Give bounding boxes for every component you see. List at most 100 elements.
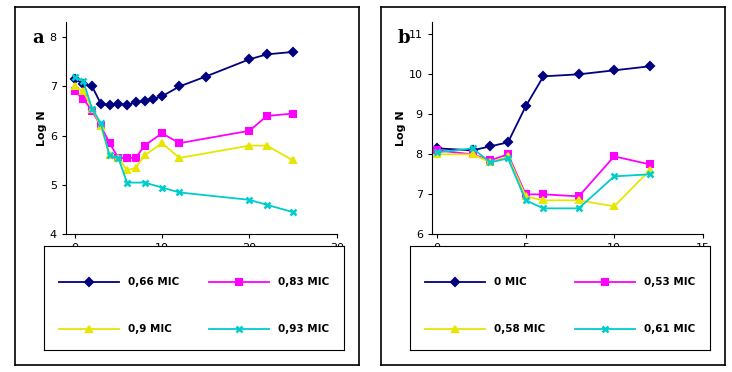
Text: a: a <box>32 29 43 47</box>
Line: 0,83 MIC: 0,83 MIC <box>72 89 296 161</box>
0,58 MIC <box>468 152 477 157</box>
0,93 MIC <box>105 153 114 158</box>
Line: 0,53 MIC: 0,53 MIC <box>434 148 652 199</box>
0,53 MIC <box>486 158 495 163</box>
0,83 MIC <box>157 131 166 135</box>
0,93 MIC <box>123 180 132 185</box>
0,83 MIC <box>288 111 297 116</box>
0,58 MIC <box>539 198 548 203</box>
Text: 0,83 MIC: 0,83 MIC <box>278 277 329 287</box>
0,53 MIC <box>539 192 548 196</box>
0,83 MIC <box>105 141 114 145</box>
0,66 MIC <box>70 77 79 81</box>
Text: 0,53 MIC: 0,53 MIC <box>644 277 695 287</box>
0,53 MIC <box>610 154 619 158</box>
0,93 MIC <box>114 156 123 160</box>
0,93 MIC <box>263 202 272 207</box>
0,66 MIC <box>88 84 97 89</box>
0 MIC <box>486 144 495 148</box>
0,93 MIC <box>79 79 88 84</box>
0,66 MIC <box>175 84 184 89</box>
0,9 MIC <box>97 124 105 128</box>
0,66 MIC <box>79 82 88 86</box>
0,93 MIC <box>97 121 105 126</box>
0 MIC <box>433 146 441 151</box>
Text: 0,93 MIC: 0,93 MIC <box>278 324 329 334</box>
0,83 MIC <box>97 124 105 128</box>
0 MIC <box>539 74 548 78</box>
0,93 MIC <box>175 190 184 195</box>
0,66 MIC <box>123 103 132 108</box>
0,66 MIC <box>263 52 272 57</box>
0,9 MIC <box>288 158 297 163</box>
0,66 MIC <box>245 57 254 61</box>
0,61 MIC <box>504 156 512 161</box>
0,58 MIC <box>486 160 495 164</box>
0,58 MIC <box>645 168 654 173</box>
Line: 0,9 MIC: 0,9 MIC <box>72 84 296 173</box>
0,83 MIC <box>114 156 123 160</box>
0,66 MIC <box>201 74 210 79</box>
Text: 0,9 MIC: 0,9 MIC <box>128 324 172 334</box>
0,83 MIC <box>263 114 272 118</box>
0,9 MIC <box>245 143 254 148</box>
0,66 MIC <box>140 99 149 103</box>
0,93 MIC <box>245 198 254 202</box>
0,83 MIC <box>131 156 140 160</box>
0,66 MIC <box>131 100 140 105</box>
0,61 MIC <box>575 206 583 211</box>
0,9 MIC <box>70 84 79 89</box>
0,93 MIC <box>288 210 297 214</box>
Y-axis label: Log N: Log N <box>37 110 47 146</box>
Text: 0,66 MIC: 0,66 MIC <box>128 277 179 287</box>
0,66 MIC <box>114 102 123 106</box>
Text: 0 MIC: 0 MIC <box>494 277 527 287</box>
0 MIC <box>575 72 583 77</box>
0,83 MIC <box>140 143 149 148</box>
0,58 MIC <box>504 154 512 158</box>
0,58 MIC <box>433 152 441 157</box>
0,66 MIC <box>97 102 105 106</box>
0,66 MIC <box>157 94 166 99</box>
Line: 0,93 MIC: 0,93 MIC <box>71 73 296 216</box>
Line: 0,58 MIC: 0,58 MIC <box>434 151 652 209</box>
0,83 MIC <box>123 156 132 160</box>
0,83 MIC <box>88 109 97 113</box>
0,93 MIC <box>140 180 149 185</box>
0,9 MIC <box>175 156 184 160</box>
0,9 MIC <box>88 106 97 111</box>
0,93 MIC <box>157 185 166 190</box>
0 MIC <box>504 140 512 145</box>
Line: 0,66 MIC: 0,66 MIC <box>72 49 296 108</box>
0,53 MIC <box>468 152 477 157</box>
0,9 MIC <box>140 153 149 158</box>
0,61 MIC <box>610 174 619 179</box>
0,53 MIC <box>575 194 583 199</box>
0,66 MIC <box>288 50 297 54</box>
0,58 MIC <box>610 204 619 209</box>
0,83 MIC <box>79 96 88 101</box>
X-axis label: Waktu (Jam): Waktu (Jam) <box>529 259 606 269</box>
Line: 0 MIC: 0 MIC <box>434 64 652 153</box>
0,9 MIC <box>105 153 114 158</box>
0,66 MIC <box>105 103 114 108</box>
0 MIC <box>610 68 619 73</box>
0,93 MIC <box>70 74 79 79</box>
0,58 MIC <box>575 198 583 203</box>
0,66 MIC <box>149 96 157 101</box>
0,61 MIC <box>521 198 530 203</box>
0 MIC <box>468 148 477 153</box>
0,83 MIC <box>245 129 254 133</box>
0 MIC <box>645 64 654 68</box>
0,61 MIC <box>539 206 548 211</box>
Text: 0,58 MIC: 0,58 MIC <box>494 324 545 334</box>
0,9 MIC <box>157 141 166 145</box>
0,53 MIC <box>504 152 512 157</box>
0,9 MIC <box>123 168 132 173</box>
0,53 MIC <box>521 192 530 196</box>
0,93 MIC <box>88 106 97 111</box>
0,9 MIC <box>263 143 272 148</box>
Text: 0,61 MIC: 0,61 MIC <box>644 324 695 334</box>
0,9 MIC <box>114 156 123 160</box>
Text: b: b <box>398 29 411 47</box>
